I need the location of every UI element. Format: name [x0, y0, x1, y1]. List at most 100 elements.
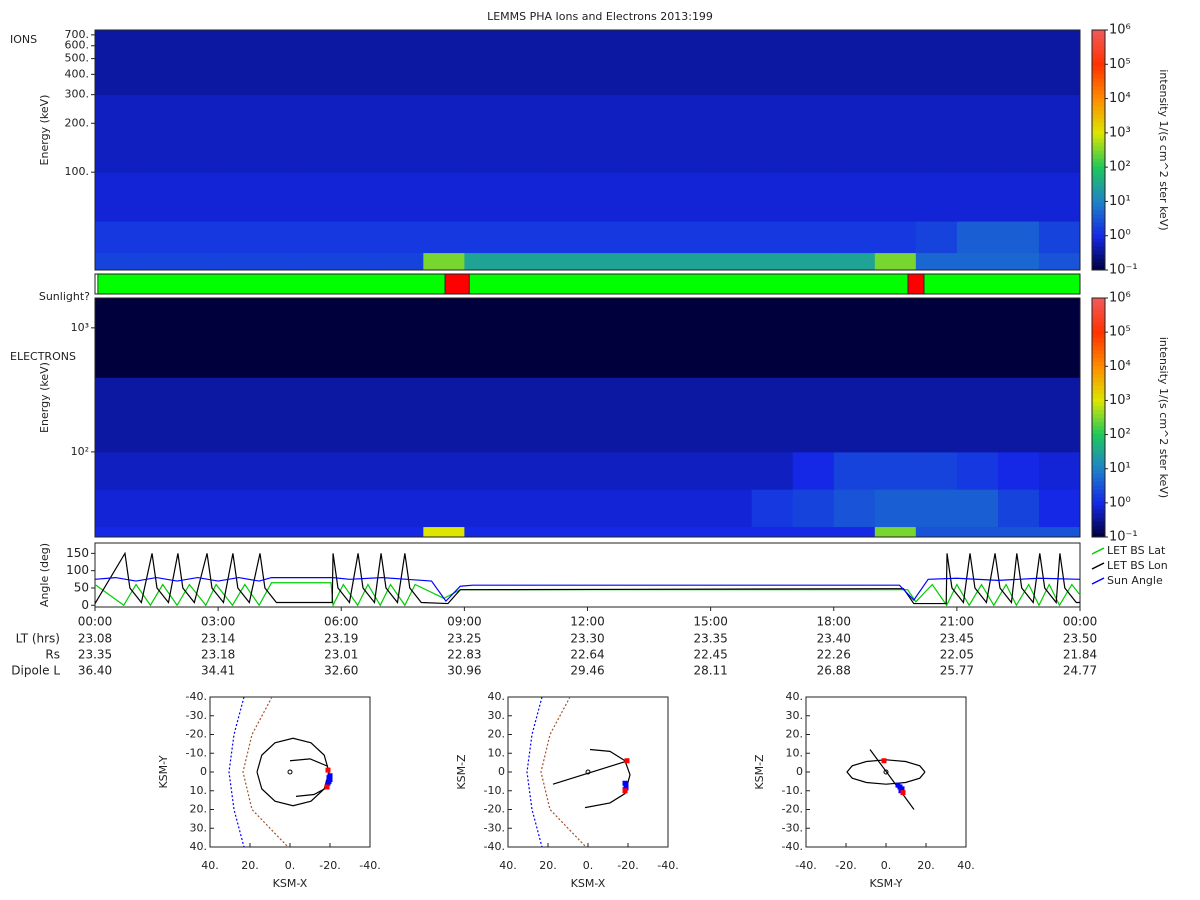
colorbar-swatch — [1092, 393, 1105, 399]
colorbar-tick-label: 10⁴ — [1109, 359, 1131, 374]
y-tick-label: 20. — [488, 728, 506, 741]
heatmap-cell — [382, 252, 424, 271]
colorbar-swatch — [1092, 58, 1105, 63]
heatmap-cell — [300, 94, 342, 173]
colorbar-swatch — [1092, 250, 1105, 255]
heatmap-cell — [833, 172, 876, 222]
heatmap-cell — [669, 451, 712, 490]
y-tick-label: -20. — [484, 803, 505, 816]
panel-frame — [94, 273, 1081, 295]
heatmap-cell — [95, 94, 137, 173]
y-tick-label: 150 — [66, 546, 89, 560]
heatmap-cell — [792, 377, 835, 453]
colorbar-swatch — [1092, 122, 1105, 127]
orbit-line — [552, 760, 629, 785]
x-tick-label: 40. — [499, 859, 517, 872]
x-tick-label: 21:00 — [940, 615, 975, 629]
y-tick-label: 0 — [498, 765, 505, 778]
heatmap-cell — [792, 298, 835, 378]
boundary-line — [242, 696, 289, 848]
y-tick-label: -10. — [186, 746, 207, 759]
colorbar-swatch — [1092, 341, 1105, 347]
y-tick-label: 100. — [65, 165, 90, 178]
heatmap-cell — [259, 298, 301, 378]
heatmap-cell — [341, 526, 383, 538]
ephemeris-value: 23.08 — [78, 632, 112, 646]
heatmap-cell — [177, 526, 219, 538]
heatmap-cell — [259, 252, 301, 271]
x-tick-label: 03:00 — [201, 615, 236, 629]
heatmap-cell — [218, 252, 260, 271]
heatmap-cell — [259, 30, 301, 96]
series-line — [94, 576, 1081, 603]
heatmap-cell — [300, 377, 342, 453]
boundary-line — [228, 696, 245, 848]
y-tick-label: 50 — [74, 580, 89, 594]
heatmap-cell — [136, 526, 178, 538]
heatmap-cell — [956, 526, 999, 538]
heatmap-cell — [915, 526, 958, 538]
colorbar-swatch — [1092, 142, 1105, 147]
heatmap-cell — [751, 252, 794, 271]
ephemeris-value: 21.84 — [1063, 648, 1097, 662]
colorbar-swatch — [1092, 433, 1105, 438]
heatmap-cell — [382, 221, 424, 254]
colorbar-swatch — [1092, 138, 1105, 143]
heatmap-cell — [423, 94, 465, 173]
colorbar-swatch — [1092, 373, 1105, 379]
panel-frame — [94, 297, 1081, 538]
x-tick-label: -40. — [657, 859, 678, 872]
colorbar-swatch — [1092, 425, 1105, 430]
heatmap-cell — [956, 221, 999, 254]
y-tick-label: -40. — [782, 840, 803, 853]
heatmap-cell — [464, 526, 506, 538]
ephemeris-value: 22.64 — [570, 648, 604, 662]
colorbar-swatch — [1092, 401, 1105, 407]
heatmap-cell — [628, 298, 671, 378]
colorbar-swatch — [1092, 437, 1105, 442]
colorbar-swatch — [1092, 345, 1105, 351]
y-tick-label: -20. — [782, 803, 803, 816]
x-tick-label: -20. — [319, 859, 340, 872]
heatmap-cell — [505, 489, 547, 528]
heatmap-cell — [259, 94, 301, 173]
heatmap-cell — [505, 172, 547, 222]
heatmap-cell — [587, 526, 630, 538]
y-tick-label: 10. — [190, 784, 208, 797]
colorbar-swatch — [1092, 457, 1105, 462]
heatmap-cell — [136, 489, 178, 528]
ephemeris-value: 25.77 — [940, 664, 974, 678]
legend-swatch — [1091, 562, 1105, 570]
colorbar-swatch — [1092, 34, 1105, 39]
heatmap-cell — [751, 489, 794, 528]
colorbar-swatch — [1092, 178, 1105, 183]
heatmap-cell — [956, 94, 999, 173]
heatmap-cell — [874, 451, 917, 490]
heatmap-cell — [628, 526, 671, 538]
y-tick-label: 300. — [65, 88, 90, 101]
orbit-marker — [326, 775, 332, 781]
ephemeris-value: 23.45 — [940, 632, 974, 646]
orbit-line — [289, 758, 329, 767]
y-axis-label: Energy (keV) — [38, 95, 51, 166]
heatmap-cell — [505, 451, 547, 490]
colorbar-swatch — [1092, 517, 1105, 522]
heatmap-cell — [136, 252, 178, 271]
heatmap-cell — [505, 30, 547, 96]
heatmap-cell — [833, 298, 876, 378]
colorbar-tick-label: 10⁵ — [1109, 57, 1131, 72]
heatmap-cell — [136, 221, 178, 254]
colorbar-swatch — [1092, 78, 1105, 83]
colorbar-tick-label: 10¹ — [1109, 461, 1131, 476]
heatmap-cell — [669, 526, 712, 538]
heatmap-cell — [546, 298, 588, 378]
heatmap-cell — [177, 252, 219, 271]
heatmap-cell — [464, 451, 506, 490]
heatmap-cell — [669, 252, 712, 271]
heatmap-cell — [710, 489, 753, 528]
heatmap-cell — [136, 30, 178, 96]
heatmap-cell — [1038, 298, 1081, 378]
colorbar-swatch — [1092, 102, 1105, 107]
heatmap-cell — [546, 526, 588, 538]
heatmap-cell — [792, 172, 835, 222]
